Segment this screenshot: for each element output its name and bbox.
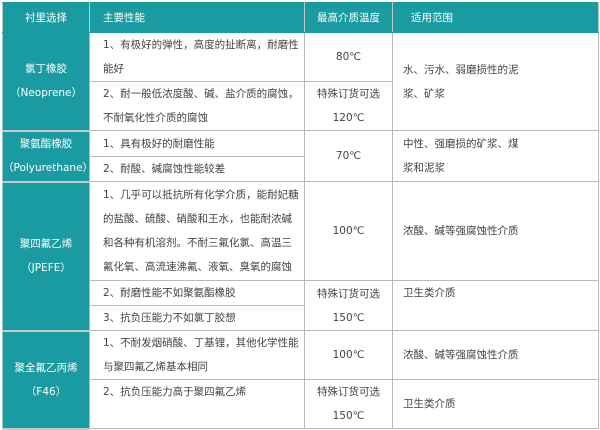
performance-cell: 1、有极好的弹性，高度的扯断离，耐磨性能好	[89, 32, 305, 82]
temp-cell: 特殊订货可选 150℃	[304, 280, 393, 331]
temp-note: 特殊订货可选	[317, 88, 380, 100]
application-cell: 水、污水、弱磨损性的泥浆、矿浆	[392, 32, 599, 131]
material-cell: 聚氨酯橡胶 （Polyurethane）	[2, 130, 94, 183]
temp-cell: 100℃	[304, 330, 393, 380]
header-lining: 衬里选择	[2, 2, 90, 33]
table-row: 聚氨酯橡胶 （Polyurethane） 1、具有极好的耐磨性能 70℃ 中性、…	[2, 130, 599, 183]
performance-cell: 2、耐一般低浓度酸、碱、盐介质的腐蚀，不耐氧化性介质的腐蚀	[89, 81, 305, 131]
material-name: 氯丁橡胶	[25, 63, 67, 76]
temp-value: 120℃	[332, 112, 365, 124]
performance-cell: 1、几乎可以抵抗所有化学介质，能耐妃糖的盐酸、硫酸、硝酸和王水，也能耐浓碱和各种…	[89, 181, 305, 281]
temp-value: 150℃	[332, 410, 365, 422]
material-cell: 聚四氟乙烯 （JPEFE）	[2, 181, 90, 332]
temp-cell: 特殊订货可选 120℃	[304, 81, 393, 131]
performance-cell: 2、耐磨性能不如聚氨酯橡胶	[89, 280, 305, 306]
application-cell: 浓酸、碱等强腐蚀性介质	[392, 181, 599, 281]
table-row: 聚四氟乙烯 （JPEFE） 1、几乎可以抵抗所有化学介质，能耐妃糖的盐酸、硫酸、…	[2, 181, 599, 332]
performance-cell: 1、具有极好的耐磨性能	[89, 130, 305, 157]
temp-cell: 100℃	[304, 181, 393, 281]
temp-cell: 特殊订货可选 150℃	[304, 379, 393, 429]
header-max-temp: 最高介质温度	[304, 2, 393, 33]
material-cell: 氯丁橡胶 （Neoprene）	[2, 32, 90, 132]
table-row: 3、抗负压能力不如氯丁胶想	[3, 305, 599, 331]
material-name: 聚四氟乙烯	[19, 238, 73, 250]
table-row: 2、耐一般低浓度酸、碱、盐介质的腐蚀，不耐氧化性介质的腐蚀 特殊订货可选 120…	[3, 81, 599, 131]
material-en: （F46）	[25, 385, 67, 398]
application-cell: 卫生类介质	[392, 379, 599, 429]
header-row: 衬里选择 主要性能 最高介质温度 适用范围	[2, 2, 599, 33]
temp-cell: 80℃	[304, 32, 393, 82]
table-row: 2、耐磨性能不如聚氨酯橡胶 特殊订货可选 150℃ 卫生类介质	[3, 280, 599, 331]
temp-value: 150℃	[332, 311, 365, 324]
table-row: 聚全氟乙丙烯 （F46） 1、不耐发烟硝酸、丁基锂，其他化学性能与聚四氟乙烯基本…	[2, 330, 599, 430]
header-application: 适用范围	[392, 2, 599, 33]
temp-note: 特殊订货可选	[317, 386, 380, 398]
application-cell: 浓酸、碱等强腐蚀性介质	[392, 330, 599, 380]
temp-cell: 70℃	[304, 130, 393, 182]
material-en: （Polyurethane）	[3, 162, 94, 174]
performance-cell: 1、不耐发烟硝酸、丁基锂，其他化学性能与聚四氟乙烯基本相同	[89, 330, 305, 380]
material-en: （JPEFE）	[21, 262, 71, 274]
material-en: （Neoprene）	[9, 87, 83, 100]
application-cell: 卫生类介质	[392, 280, 599, 331]
table-row: 2、抗负压能力高于聚四氟乙烯 特殊订货可选 150℃ 卫生类介质	[3, 379, 599, 429]
application-cell: 中性、强磨损的矿浆、煤浆和泥浆	[392, 130, 599, 182]
performance-cell: 2、抗负压能力高于聚四氟乙烯	[89, 379, 305, 429]
material-name: 聚氨酯橡胶	[19, 138, 73, 150]
performance-cell: 3、抗负压能力不如氯丁胶想	[89, 305, 305, 331]
performance-cell: 2、耐酸、碱腐蚀性能较差	[89, 156, 305, 182]
table-row: 氯丁橡胶 （Neoprene） 1、有极好的弹性，高度的扯断离，耐磨性能好 80…	[2, 32, 599, 132]
temp-note: 特殊订货可选	[317, 287, 380, 300]
material-name: 聚全氟乙丙烯	[14, 361, 78, 374]
header-performance: 主要性能	[89, 2, 305, 33]
material-cell: 聚全氟乙丙烯 （F46）	[2, 330, 90, 430]
